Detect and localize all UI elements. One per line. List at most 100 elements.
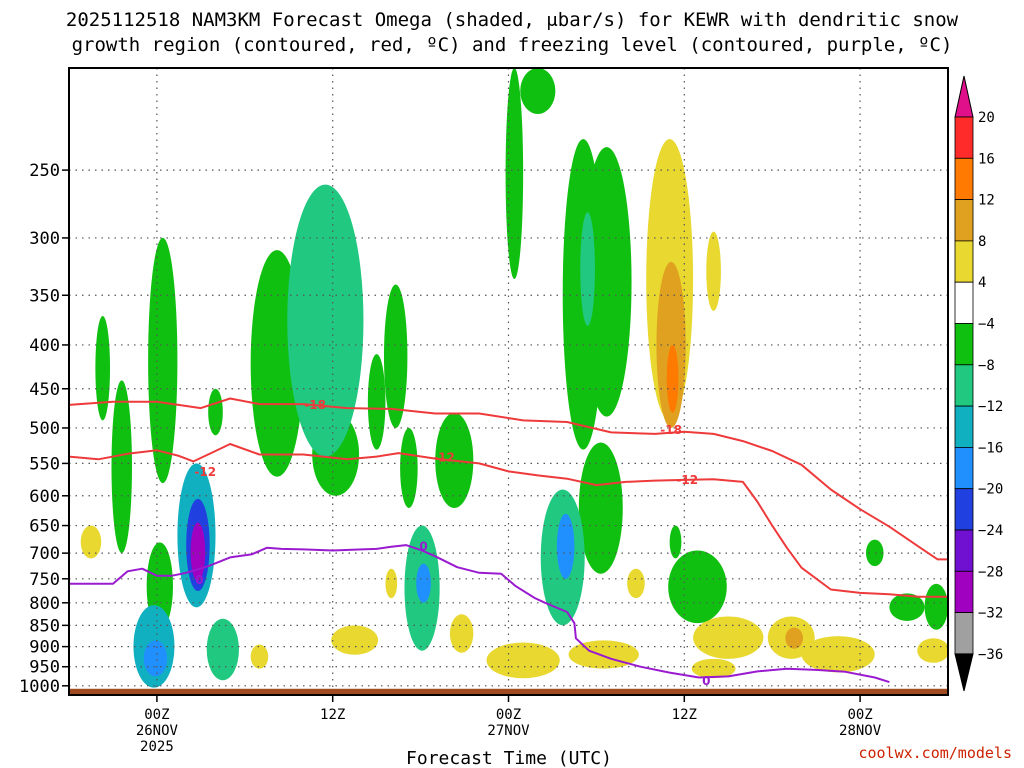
y-tick-label: 400 [29, 336, 60, 356]
colorbar-label: −4 [978, 317, 995, 333]
colorbar-label: −36 [978, 647, 1003, 663]
omega-blob [486, 642, 560, 679]
chart-title-line-2: growth region (contoured, red, ºC) and f… [72, 34, 953, 56]
y-axis: 2503003504004505005506006507007508008509… [19, 161, 69, 697]
omega-blob [785, 627, 803, 649]
colorbar-label: −16 [978, 440, 1003, 456]
colorbar-segment [954, 323, 974, 366]
contour-line [69, 397, 948, 561]
omega-shading [80, 68, 948, 688]
contour-label: -18 [304, 398, 326, 412]
omega-blob [416, 563, 431, 603]
colorbar: 20 16 12 8 4 −4 −8 −12 −16 −20 −24 −28 −32 −36 [954, 75, 1003, 692]
contour-label: 0 [419, 540, 427, 554]
omega-blob [95, 315, 111, 421]
colorbar-segment [954, 281, 974, 324]
x-axis-label: Forecast Time (UTC) [406, 748, 612, 768]
x-tick-label: 00Z [847, 707, 872, 723]
colorbar-label: −24 [978, 523, 1003, 539]
colorbar-segment [954, 199, 974, 242]
y-tick-label: 750 [29, 570, 60, 590]
contour-line [69, 544, 890, 684]
omega-blob [143, 640, 168, 677]
colorbar-label: −32 [978, 606, 1003, 622]
omega-blob [669, 525, 682, 559]
omega-blob [801, 636, 875, 673]
omega-blob [331, 625, 379, 655]
x-tick-label: 00Z [496, 707, 521, 723]
omega-blob [505, 68, 524, 279]
x-tick-label: 26NOV [136, 723, 179, 739]
colorbar-bottom-arrow [954, 653, 974, 692]
omega-blob [917, 638, 948, 663]
contour-label: 0 [702, 674, 710, 688]
colorbar-segment [954, 570, 974, 613]
y-tick-label: 500 [29, 419, 60, 439]
y-tick-label: 950 [29, 658, 60, 678]
x-tick-label: 2025 [140, 739, 174, 755]
y-tick-label: 350 [29, 286, 60, 306]
colorbar-segment [954, 157, 974, 201]
colorbar-segment [954, 446, 974, 490]
y-tick-label: 650 [29, 517, 60, 537]
omega-blob [668, 550, 727, 624]
grid-lines [69, 68, 948, 695]
contour-label: -12 [433, 450, 455, 464]
omega-blob [367, 354, 386, 450]
contour-labels: -18 -18 -12 -12 -12 0 0 0 [194, 398, 710, 688]
omega-blob [691, 658, 736, 679]
y-tick-label: 600 [29, 487, 60, 507]
colorbar-label: 16 [978, 151, 995, 167]
omega-blob [580, 212, 595, 326]
omega-blob [865, 539, 884, 567]
y-tick-label: 300 [29, 229, 60, 249]
omega-blob [80, 525, 102, 559]
omega-blob [383, 284, 408, 428]
contour-label: 0 [195, 573, 203, 587]
x-tick-label: 28NOV [839, 723, 882, 739]
contour-label: -12 [676, 473, 698, 487]
omega-blob [208, 388, 223, 436]
omega-blob [556, 513, 575, 579]
y-tick-label: 850 [29, 616, 60, 636]
omega-blob [111, 380, 132, 554]
y-tick-label: 450 [29, 380, 60, 400]
colorbar-label: 8 [978, 234, 986, 250]
colorbar-segment [954, 612, 974, 655]
colorbar-segment [954, 116, 974, 159]
omega-blob [206, 618, 239, 681]
y-tick-label: 900 [29, 638, 60, 658]
omega-blob [250, 644, 269, 669]
colorbar-label: 4 [978, 275, 986, 291]
colorbar-label: −28 [978, 564, 1003, 580]
colorbar-segment [954, 488, 974, 531]
contour-label: -12 [194, 465, 216, 479]
colorbar-segment [954, 529, 974, 572]
omega-blob [315, 231, 342, 368]
chart-title-line-1: 2025112518 NAM3KM Forecast Omega (shaded… [66, 9, 959, 31]
x-tick-label: 27NOV [487, 723, 530, 739]
x-tick-label: 12Z [672, 707, 697, 723]
omega-blob [627, 568, 645, 599]
y-tick-label: 700 [29, 544, 60, 564]
omega-blob [666, 344, 679, 413]
omega-blob [385, 568, 398, 599]
colorbar-label: 12 [978, 193, 995, 209]
ground-terrain [69, 688, 948, 695]
plot-area: -18 -18 -12 -12 -12 0 0 0 [68, 67, 949, 696]
x-tick-label: 12Z [320, 707, 345, 723]
omega-blob [578, 442, 623, 574]
omega-blob [449, 614, 474, 653]
y-tick-label: 550 [29, 454, 60, 474]
site-credit: coolwx.com/models [858, 744, 1012, 762]
colorbar-label: −8 [978, 358, 995, 374]
y-tick-label: 250 [29, 161, 60, 181]
omega-blob [190, 522, 206, 582]
colorbar-top-arrow [954, 75, 974, 118]
y-tick-label: 800 [29, 594, 60, 614]
colorbar-segment [954, 405, 974, 448]
omega-blob [889, 593, 925, 621]
omega-blob [148, 237, 178, 484]
